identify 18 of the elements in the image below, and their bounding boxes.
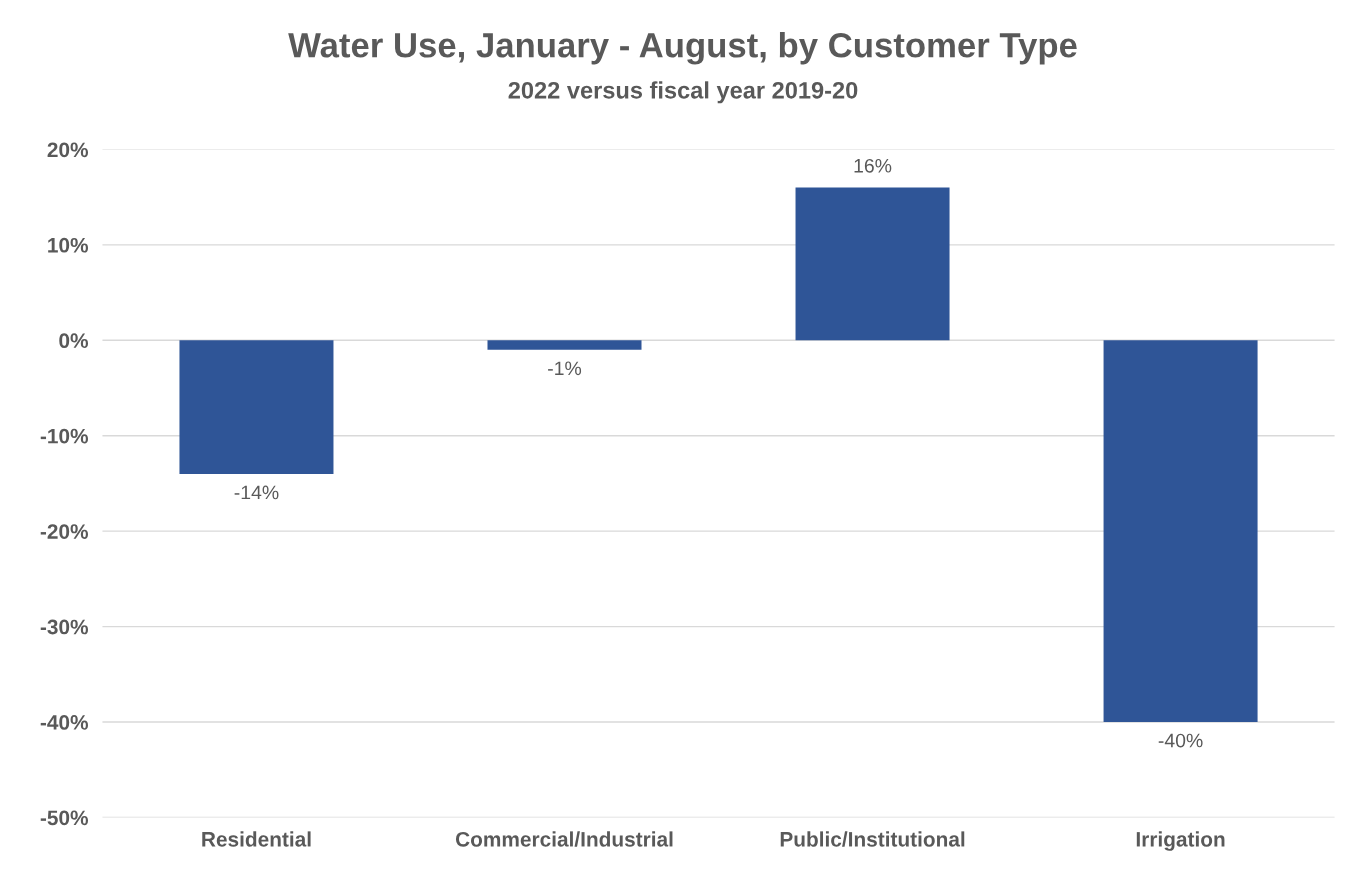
y-tick-label: -40% bbox=[40, 715, 89, 730]
x-tick-label: Residential bbox=[202, 831, 311, 847]
data-label: -14% bbox=[234, 485, 279, 500]
y-tick-label: 10% bbox=[48, 237, 89, 253]
x-tick-label: Public/Institutional bbox=[780, 831, 965, 847]
y-tick-label: 20% bbox=[47, 142, 89, 158]
y-tick-label: -50% bbox=[40, 810, 89, 826]
chart-subtitle: 2022 versus fiscal year 2019-20 bbox=[508, 81, 858, 104]
y-tick-label: -20% bbox=[40, 524, 89, 539]
y-tick-label: -10% bbox=[40, 428, 89, 444]
x-tick-label: Commercial/Industrial bbox=[455, 831, 673, 847]
data-label: -40% bbox=[1158, 733, 1203, 748]
data-label: 16% bbox=[854, 158, 892, 173]
y-tick-label: 0% bbox=[59, 333, 89, 349]
chart-title: Water Use, January - August, by Customer Type bbox=[288, 32, 1077, 65]
y-tick-label: -30% bbox=[40, 619, 89, 635]
x-tick-label: Irrigation bbox=[1136, 831, 1225, 851]
data-label: -1% bbox=[548, 361, 582, 376]
